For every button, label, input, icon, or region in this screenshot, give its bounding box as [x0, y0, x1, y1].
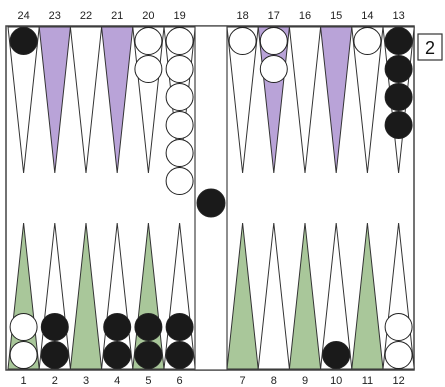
black-checker-point-24[interactable] [9, 27, 38, 55]
white-checker-point-20[interactable] [134, 55, 163, 83]
point-number-15: 15 [330, 10, 342, 22]
black-checker-point-6[interactable] [165, 341, 194, 369]
white-checker-point-19[interactable] [165, 83, 194, 111]
black-checker-point-2[interactable] [40, 313, 69, 341]
point-number-22: 22 [80, 10, 92, 22]
point-number-19: 19 [173, 10, 185, 22]
point-23[interactable] [38, 26, 71, 174]
white-checker-point-19[interactable] [165, 167, 194, 195]
point-number-2: 2 [52, 375, 58, 387]
point-number-13: 13 [392, 10, 404, 22]
point-8[interactable] [257, 222, 290, 370]
point-3[interactable] [69, 222, 103, 370]
black-checker-point-13[interactable] [384, 27, 413, 55]
point-number-5: 5 [145, 375, 151, 387]
black-checker-point-4[interactable] [103, 313, 132, 341]
point-number-17: 17 [268, 10, 280, 22]
point-9[interactable] [288, 222, 322, 370]
top-point-numbers: 24 23 22 21 20 19 18 17 16 15 14 13 [17, 10, 404, 22]
black-checker-point-6[interactable] [165, 313, 194, 341]
point-number-11: 11 [362, 375, 373, 387]
white-checker-point-17[interactable] [259, 55, 288, 83]
bottom-point-numbers: 1 2 3 4 5 6 7 8 9 10 11 12 [21, 375, 405, 387]
white-checker-point-17[interactable] [259, 27, 288, 55]
white-checker-point-1[interactable] [9, 313, 38, 341]
point-number-8: 8 [271, 375, 277, 387]
point-number-12: 12 [392, 375, 404, 387]
point-number-10: 10 [330, 375, 342, 387]
white-checker-point-12[interactable] [384, 341, 413, 369]
point-number-3: 3 [83, 375, 89, 387]
black-checker-point-13[interactable] [384, 55, 413, 83]
white-checker-point-12[interactable] [384, 313, 413, 341]
bar-checker[interactable] [196, 188, 226, 218]
point-number-20: 20 [142, 10, 154, 22]
black-checker-point-13[interactable] [384, 83, 413, 111]
white-checker-point-20[interactable] [134, 27, 163, 55]
point-24[interactable] [7, 26, 40, 174]
white-checker-point-19[interactable] [165, 139, 194, 167]
black-checker-point-10[interactable] [322, 341, 351, 369]
white-checker-point-18[interactable] [228, 27, 257, 55]
white-checker-point-19[interactable] [165, 111, 194, 139]
point-number-23: 23 [49, 10, 61, 22]
point-16[interactable] [288, 26, 322, 174]
point-number-14: 14 [361, 10, 373, 22]
point-11[interactable] [351, 222, 384, 370]
point-number-9: 9 [302, 375, 308, 387]
white-checker-point-19[interactable] [165, 27, 194, 55]
point-number-21: 21 [111, 10, 123, 22]
point-7[interactable] [226, 222, 259, 370]
black-checker-point-5[interactable] [134, 313, 163, 341]
point-number-24: 24 [17, 10, 29, 22]
point-number-1: 1 [21, 375, 27, 387]
point-number-6: 6 [177, 375, 183, 387]
white-checker-point-14[interactable] [353, 27, 382, 55]
black-checker-point-13[interactable] [384, 111, 413, 139]
point-number-4: 4 [114, 375, 120, 387]
point-21[interactable] [101, 26, 134, 174]
doubling-cube-value: 2 [425, 38, 435, 58]
black-checker-point-4[interactable] [103, 341, 132, 369]
point-number-16: 16 [299, 10, 311, 22]
white-checker-point-19[interactable] [165, 55, 194, 83]
white-checker-point-1[interactable] [9, 341, 38, 369]
point-22[interactable] [69, 26, 103, 174]
doubling-cube[interactable]: 2 [417, 33, 443, 61]
point-15[interactable] [320, 26, 353, 174]
black-checker-point-2[interactable] [40, 341, 69, 369]
checkers-layer [9, 27, 413, 369]
black-checker-point-5[interactable] [134, 341, 163, 369]
point-number-18: 18 [236, 10, 248, 22]
point-number-7: 7 [240, 375, 246, 387]
